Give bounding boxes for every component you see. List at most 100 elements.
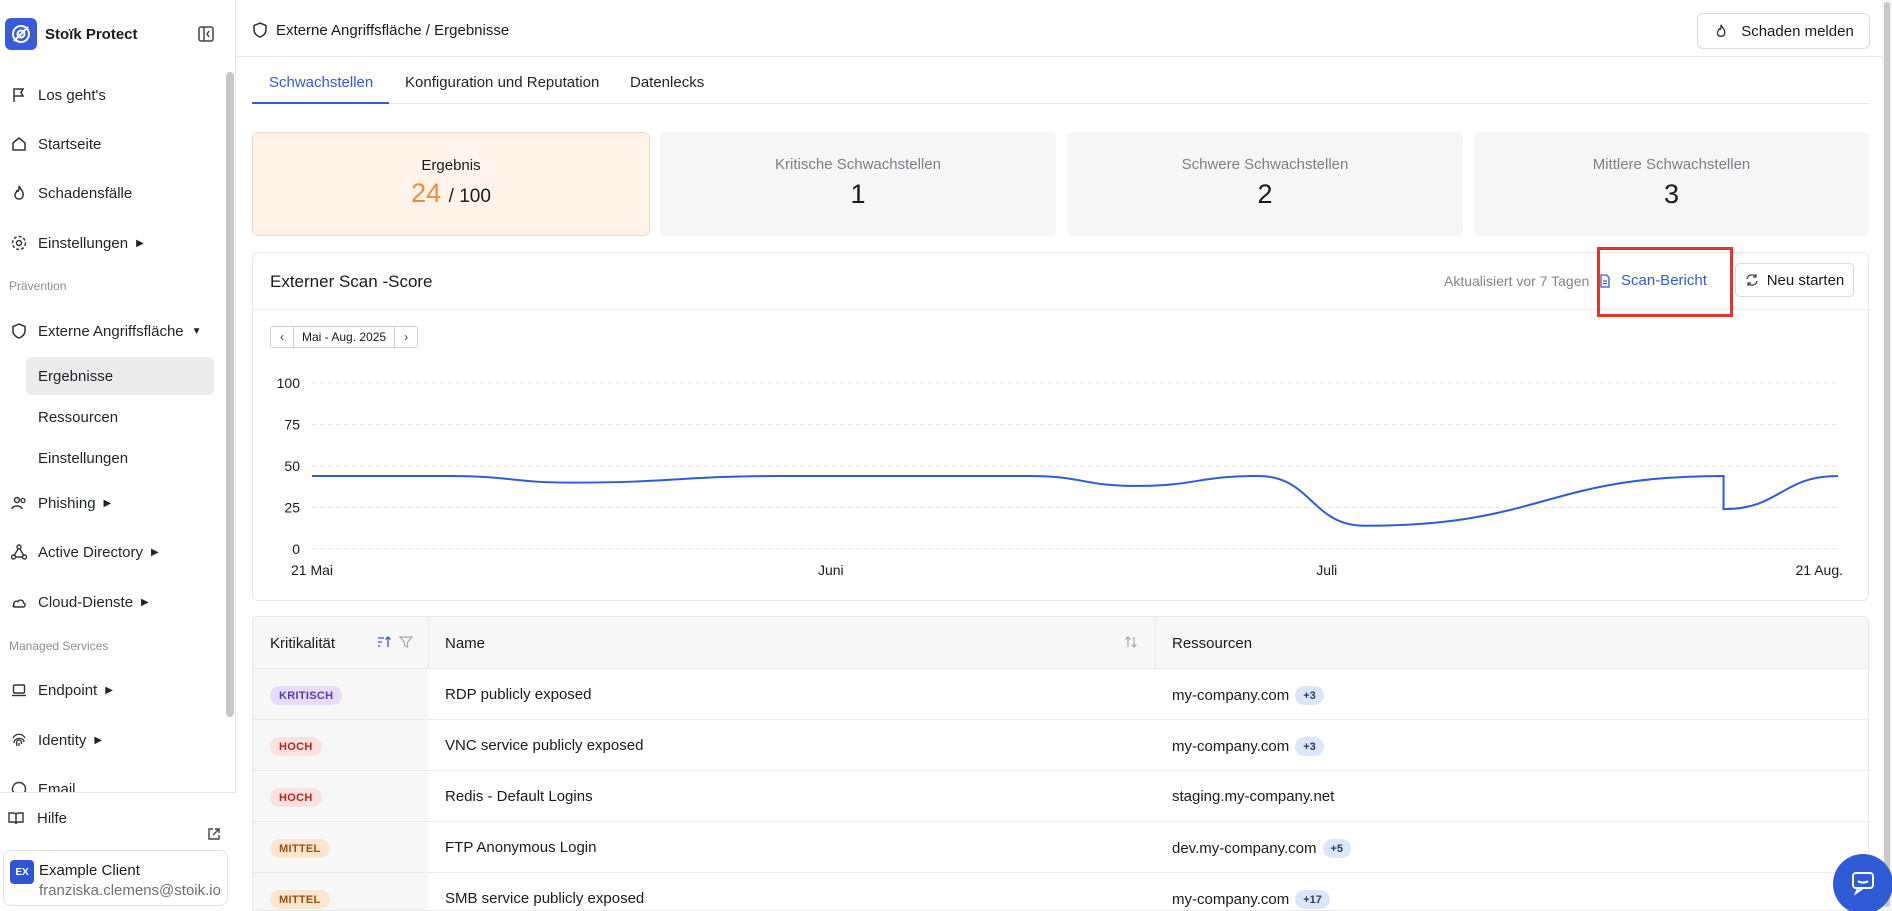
y-tick-label: 25 <box>284 500 300 516</box>
criticality-badge: MITTEL <box>270 839 330 858</box>
column-header-resources[interactable]: Ressourcen <box>1172 635 1253 652</box>
tab-datenlecks[interactable]: Datenlecks <box>630 74 705 91</box>
tab-konfiguration[interactable]: Konfiguration und Reputation <box>405 74 600 91</box>
client-email: franziska.clemens@stoik.io <box>39 882 221 899</box>
sidebar-item-externe-angriffsflaeche[interactable]: Externe Angriffsfläche ▼ <box>10 316 202 346</box>
scan-report-label: Scan-Bericht <box>1621 272 1707 289</box>
sidebar-item-identity[interactable]: Identity ▶ <box>10 725 102 755</box>
panel-header: Externer Scan -Score Aktualisiert vor 7 … <box>253 253 1868 310</box>
kpi-medium-card: Mittlere Schwachstellen 3 <box>1474 132 1869 236</box>
kpi-score-card: Ergebnis 24 / 100 <box>252 132 650 236</box>
criticality-badge: HOCH <box>270 737 322 756</box>
updated-text: Aktualisiert vor 7 Tagen <box>1444 273 1590 289</box>
brand-logo-icon <box>5 18 37 50</box>
resource-name: dev.my-company.com <box>1172 840 1317 857</box>
report-damage-button[interactable]: Schaden melden <box>1697 13 1870 49</box>
table-row[interactable]: HOCH Redis - Default Logins staging.my-com… <box>253 771 1868 822</box>
tab-schwachstellen[interactable]: Schwachstellen <box>252 68 389 104</box>
table-row[interactable]: KRITISCH RDP publicly exposed my-company.c… <box>253 669 1868 720</box>
kpi-title: Schwere Schwachstellen <box>1181 156 1349 173</box>
sidebar-item-label: Startseite <box>38 135 102 153</box>
scan-score-panel: Externer Scan -Score Aktualisiert vor 7 … <box>252 252 1869 601</box>
column-divider <box>1155 617 1156 669</box>
criticality-badge: HOCH <box>270 788 322 807</box>
sidebar-scrollbar-thumb[interactable] <box>226 72 234 717</box>
sidebar-item-startseite[interactable]: Startseite <box>10 129 101 159</box>
x-tick-label: Juni <box>818 562 844 578</box>
vulnerability-name: RDP publicly exposed <box>445 686 592 703</box>
sidebar-nav: Los geht's Startseite Schadensfälle Eins… <box>0 72 222 792</box>
sidebar-item-schadensfaelle[interactable]: Schadensfälle <box>10 178 132 208</box>
resource-cell: my-company.com +3 <box>1172 686 1324 705</box>
people-icon <box>10 494 28 512</box>
next-range-icon[interactable]: › <box>404 330 409 344</box>
chat-launcher-button[interactable] <box>1833 854 1892 911</box>
network-icon <box>10 543 28 561</box>
caret-right-icon: ▶ <box>94 734 103 746</box>
kpi-value: 2 <box>1257 179 1273 209</box>
help-link[interactable]: Hilfe <box>7 809 67 827</box>
brand-name: Stoïk Protect <box>45 25 138 43</box>
flag-icon <box>10 86 28 104</box>
sidebar-item-label: Los geht's <box>38 86 106 104</box>
resource-name: my-company.com <box>1172 738 1290 755</box>
column-header-criticality[interactable]: Kritikalität <box>270 635 336 652</box>
vulnerability-table: Kritikalität Name Ressourcen KRITISCH RDP… <box>252 616 1869 911</box>
vulnerability-name: FTP Anonymous Login <box>445 839 597 856</box>
sidebar-item-los-gehts[interactable]: Los geht's <box>10 80 106 110</box>
collapse-sidebar-icon[interactable] <box>197 25 215 43</box>
table-row[interactable]: HOCH VNC service publicly exposed my-compa… <box>253 720 1868 771</box>
sort-toggle-icon[interactable] <box>1123 634 1139 654</box>
sidebar-item-endpoint[interactable]: Endpoint ▶ <box>10 675 113 705</box>
page-scrollbar-thumb[interactable] <box>1884 2 1890 907</box>
sidebar-item-label: Identity <box>38 731 87 749</box>
date-range-label[interactable]: Mai - Aug. 2025 <box>293 327 396 347</box>
sidebar-item-label: Cloud-Dienste <box>38 593 134 611</box>
y-tick-label: 100 <box>277 375 301 391</box>
flame-icon <box>10 184 28 202</box>
column-header-name[interactable]: Name <box>445 635 486 652</box>
sidebar-subitem-einstellungen[interactable]: Einstellungen <box>38 449 129 467</box>
criticality-badge: KRITISCH <box>270 686 343 705</box>
sort-icon[interactable] <box>376 634 392 654</box>
more-resources-badge[interactable]: +3 <box>1295 686 1324 705</box>
table-row[interactable]: MITTEL SMB service publicly exposed my-com… <box>253 873 1868 910</box>
more-resources-badge[interactable]: +3 <box>1295 737 1324 756</box>
caret-right-icon: ▶ <box>151 546 159 558</box>
kpi-title: Ergebnis <box>421 157 481 174</box>
sidebar-subitem-ressourcen[interactable]: Ressourcen <box>38 408 119 426</box>
client-switcher[interactable]: EX Example Client franziska.clemens@stoi… <box>3 850 228 906</box>
y-tick-label: 75 <box>284 417 300 433</box>
sidebar-item-label: Endpoint <box>38 681 98 699</box>
y-tick-label: 50 <box>284 458 300 474</box>
header: Externe Angriffsfläche / Ergebnisse Scha… <box>237 0 1892 57</box>
more-resources-badge[interactable]: +17 <box>1295 890 1330 909</box>
filter-icon[interactable] <box>398 634 414 654</box>
prev-range-icon[interactable]: ‹ <box>280 330 284 344</box>
resource-name: staging.my-company.net <box>1172 788 1335 805</box>
report-damage-label: Schaden melden <box>1741 22 1854 40</box>
sidebar-item-einstellungen[interactable]: Einstellungen ▶ <box>10 228 144 258</box>
more-resources-badge[interactable]: +5 <box>1322 839 1352 858</box>
resource-cell: dev.my-company.com +5 <box>1172 839 1352 858</box>
vulnerability-name: SMB service publicly exposed <box>445 890 645 907</box>
score-value: 24 <box>411 178 442 208</box>
vulnerability-name: Redis - Default Logins <box>445 788 593 805</box>
sidebar-item-active-directory[interactable]: Active Directory ▶ <box>10 537 159 567</box>
kpi-score: 24 / 100 <box>253 178 649 209</box>
breadcrumb-text: Externe Angriffsfläche / Ergebnisse <box>276 21 510 39</box>
scan-report-link[interactable]: Scan-Bericht <box>1598 272 1707 289</box>
score-max: / 100 <box>448 186 491 207</box>
sidebar-item-phishing[interactable]: Phishing ▶ <box>10 488 111 518</box>
restart-scan-button[interactable]: Neu starten <box>1735 263 1854 297</box>
sidebar-subitem-ergebnisse[interactable]: Ergebnisse <box>26 357 214 395</box>
section-label-prevention: Prävention <box>9 279 67 293</box>
external-link-icon[interactable] <box>206 826 222 842</box>
panel-title: Externer Scan -Score <box>270 272 433 291</box>
kpi-value: 1 <box>850 179 866 209</box>
document-icon <box>1598 273 1612 288</box>
table-row[interactable]: MITTEL FTP Anonymous Login dev.my-company.… <box>253 822 1868 873</box>
brand[interactable]: Stoïk Protect <box>5 18 138 50</box>
sidebar-item-email[interactable]: Email <box>10 774 76 792</box>
sidebar-item-cloud-dienste[interactable]: Cloud-Dienste ▶ <box>10 587 149 617</box>
